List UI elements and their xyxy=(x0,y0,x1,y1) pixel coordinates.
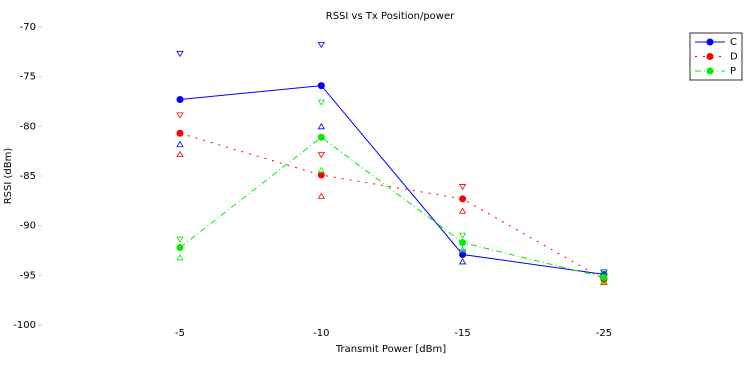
y-tick-label: -80 xyxy=(20,121,36,132)
upper-marker xyxy=(458,249,467,256)
upper-marker xyxy=(458,184,467,191)
point xyxy=(176,96,184,104)
legend-label: P xyxy=(730,66,736,77)
legend-marker xyxy=(706,67,714,75)
upper-marker xyxy=(458,232,467,239)
point xyxy=(176,244,184,252)
upper-marker xyxy=(176,50,184,58)
upper-marker xyxy=(317,152,326,159)
series-line xyxy=(179,136,605,278)
x-axis-label: Transmit Power [dBm] xyxy=(335,344,446,355)
upper-marker xyxy=(600,271,608,278)
upper-marker xyxy=(176,236,184,243)
y-tick-label: -75 xyxy=(20,72,36,83)
lower-marker xyxy=(600,278,608,285)
y-tick-label: -90 xyxy=(20,221,36,232)
point xyxy=(317,133,325,141)
series-line xyxy=(179,85,604,275)
lower-marker xyxy=(458,246,467,253)
point xyxy=(317,171,325,179)
lower-marker xyxy=(176,254,184,261)
x-tick-label: -5 xyxy=(175,328,185,339)
upper-marker xyxy=(317,99,326,106)
lower-marker xyxy=(600,279,608,286)
point xyxy=(459,195,467,203)
legend-marker xyxy=(706,38,714,46)
y-tick-label: -70 xyxy=(20,22,36,33)
x-tick-label: -10 xyxy=(313,328,329,339)
lower-marker xyxy=(458,207,467,214)
x-tick-label: -15 xyxy=(454,328,470,339)
legend-marker xyxy=(706,53,714,60)
chart-title: RSSI vs Tx Position/power xyxy=(326,11,455,22)
lower-marker xyxy=(317,166,326,173)
series-line xyxy=(179,132,605,280)
lower-marker xyxy=(317,123,326,130)
y-tick-label: -95 xyxy=(20,270,36,281)
lower-marker xyxy=(458,258,467,265)
x-tick-label: -25 xyxy=(596,328,612,339)
lower-marker xyxy=(176,150,184,158)
upper-marker xyxy=(176,112,184,119)
point xyxy=(317,82,325,90)
y-axis-label: RSSI (dBm) xyxy=(3,148,14,205)
point xyxy=(459,239,467,247)
y-tick-label: -100 xyxy=(13,320,36,331)
upper-marker xyxy=(317,41,326,49)
upper-marker xyxy=(600,269,608,276)
legend-label: C xyxy=(730,37,737,48)
lower-marker xyxy=(317,192,326,199)
point xyxy=(176,129,184,137)
legend-label: D xyxy=(730,52,738,63)
y-tick-label: -85 xyxy=(20,171,36,182)
lower-marker xyxy=(176,140,184,148)
legend-box xyxy=(689,32,743,81)
